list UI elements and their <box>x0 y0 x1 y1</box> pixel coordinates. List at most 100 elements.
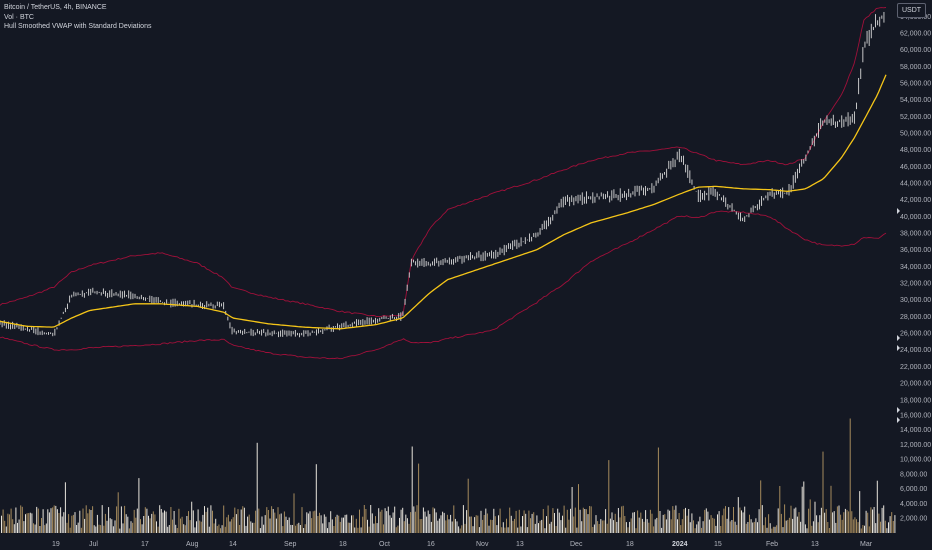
volume-bar <box>649 509 651 533</box>
volume-bar <box>42 509 44 533</box>
volume-bar <box>541 519 543 533</box>
volume-bar <box>530 518 531 533</box>
volume-tick-label: 6,000.00 <box>900 486 927 493</box>
axis-marker-icon <box>897 407 900 413</box>
volume-bar <box>162 512 164 533</box>
volume-bar <box>442 511 444 533</box>
time-tick-label: Sep <box>284 541 297 548</box>
volume-bar <box>379 511 381 533</box>
volume-bar <box>207 507 209 533</box>
volume-bar <box>148 515 149 533</box>
volume-bar <box>568 519 570 533</box>
volume-bar <box>235 514 237 533</box>
volume-bar <box>725 506 726 533</box>
volume-bar <box>544 528 546 533</box>
volume-bar <box>424 511 426 533</box>
volume-bar <box>664 514 666 533</box>
volume-bar <box>515 510 517 533</box>
volume-bar <box>562 515 563 533</box>
volume-bar <box>480 510 482 533</box>
volume-bar <box>873 507 875 533</box>
volume-bar <box>499 508 501 533</box>
axis-marker-icon <box>897 335 900 341</box>
indicator-legend[interactable]: Hull Smoothed VWAP with Standard Deviati… <box>4 23 152 30</box>
volume-bar <box>98 524 100 533</box>
price-tick-label: 22,000.00 <box>900 364 931 371</box>
symbol-title[interactable]: Bitcoin / TetherUS, 4h, BINANCE <box>4 4 107 11</box>
volume-tick-label: 16,000.00 <box>900 412 931 419</box>
volume-bar <box>274 512 276 533</box>
volume-bar <box>841 519 843 533</box>
volume-bar <box>685 507 686 533</box>
volume-bar <box>814 501 816 533</box>
volume-bar <box>421 519 423 533</box>
volume-bar <box>774 526 776 533</box>
time-tick-label: Mar <box>860 541 873 548</box>
volume-bar <box>21 506 23 533</box>
volume-bar <box>309 511 311 533</box>
volume-bar <box>26 513 28 533</box>
volume-bar <box>840 514 842 533</box>
volume-bar <box>136 508 138 533</box>
volume-bar <box>581 521 583 533</box>
volume-bar <box>293 493 295 533</box>
currency-button[interactable]: USDT <box>897 3 926 18</box>
volume-bar <box>891 512 893 533</box>
volume-bar <box>71 515 73 533</box>
volume-bar <box>464 523 466 533</box>
volume-bar <box>263 524 265 533</box>
volume-bar <box>788 517 790 533</box>
volume-bar <box>795 507 797 533</box>
volume-bar <box>780 513 782 533</box>
volume-bar <box>633 512 635 533</box>
volume-bar <box>459 528 461 533</box>
volume-bar <box>833 511 835 533</box>
volume-bar <box>196 521 197 533</box>
volume-bar <box>422 507 424 533</box>
volume-bar <box>437 520 439 533</box>
volume-bar <box>77 522 79 533</box>
volume-bar <box>341 517 343 533</box>
volume-bar <box>550 521 552 533</box>
volume-bar <box>282 526 284 533</box>
volume-bar <box>691 513 693 533</box>
volume-bar <box>216 526 218 533</box>
volume-bar <box>894 515 896 533</box>
volume-bar <box>883 505 885 533</box>
volume-bar <box>362 516 364 533</box>
volume-bar <box>546 516 547 533</box>
volume-bar <box>825 509 827 533</box>
volume-bar <box>443 512 445 533</box>
volume-bar <box>622 505 624 533</box>
volume-bar <box>192 510 194 533</box>
volume-bar <box>335 516 336 533</box>
volume-bar <box>625 522 627 533</box>
volume-bar <box>135 517 137 533</box>
volume-bar <box>749 514 750 533</box>
volume-bar <box>518 509 520 533</box>
volume-bar <box>165 511 167 533</box>
volume-bar <box>769 523 771 533</box>
volume-bar <box>816 515 818 533</box>
volume-bar <box>20 505 22 533</box>
volume-bar <box>306 512 308 533</box>
volume-tick-label: 10,000.00 <box>900 457 931 464</box>
volume-bar <box>351 515 352 533</box>
volume-bar <box>397 525 399 533</box>
volume-bar <box>7 513 9 533</box>
volume-bar <box>782 527 784 533</box>
volume-bar <box>514 518 515 533</box>
volume-bar <box>298 522 300 533</box>
volume-bar <box>496 525 498 533</box>
volume-legend[interactable]: Vol · BTC <box>4 13 34 21</box>
volume-bar <box>606 523 608 533</box>
price-tick-label: 52,000.00 <box>900 114 931 121</box>
volume-bar <box>662 514 664 533</box>
volume-bar <box>843 512 845 533</box>
volume-bar <box>291 525 293 533</box>
volume-bar <box>280 513 282 533</box>
volume-bar <box>558 512 560 533</box>
volume-bar <box>478 527 480 533</box>
volume-bar <box>744 506 746 533</box>
